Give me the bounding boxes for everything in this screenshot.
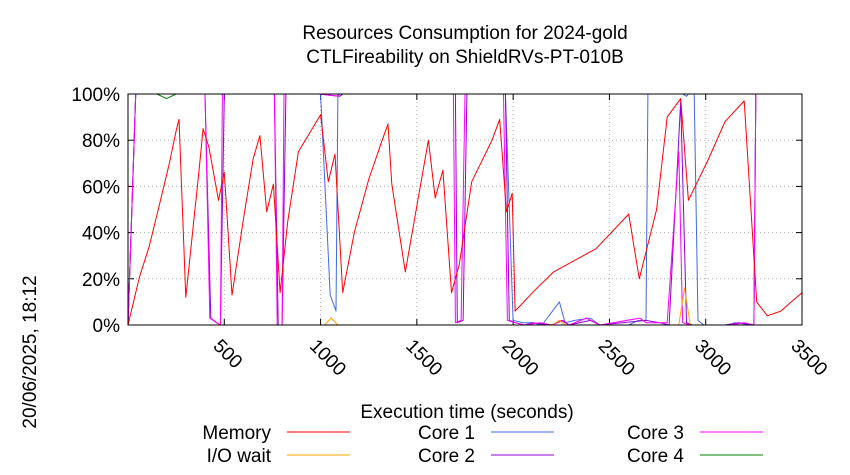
x-axis-ticks: 500 1000 1500 2000 2500 3000 3500 (209, 94, 831, 380)
x-tick-label: 3500 (786, 336, 831, 381)
x-tick-label: 500 (209, 336, 246, 373)
plot-frame (127, 93, 803, 326)
y-tick-label: 40% (82, 224, 120, 245)
legend-label-memory: Memory (202, 423, 271, 444)
series-line-core-2 (127, 93, 802, 326)
legend-label-core-2: Core 2 (418, 446, 475, 467)
x-tick-label: 1500 (401, 336, 446, 381)
y-tick-label: 80% (82, 131, 120, 152)
legend-label-core-4: Core 4 (627, 446, 684, 467)
x-tick-label: 2000 (498, 336, 543, 381)
x-tick-label: 2500 (594, 336, 639, 381)
y-tick-label: 0% (93, 316, 121, 337)
series-lines (127, 93, 803, 326)
y-tick-label: 20% (82, 270, 120, 291)
timestamp-label: 20/06/2025, 18:12 (20, 275, 41, 428)
chart-subtitle: CTLFireability on ShieldRVs-PT-010B (306, 47, 624, 68)
legend-label-i-o-wait: I/O wait (207, 446, 272, 467)
x-tick-label: 3000 (690, 336, 735, 381)
chart-title: Resources Consumption for 2024-gold (302, 23, 627, 44)
series-line-i-o-wait (128, 287, 802, 326)
series-line-memory (127, 98, 803, 326)
legend-label-core-3: Core 3 (627, 423, 684, 444)
x-axis-label: Execution time (seconds) (360, 402, 573, 423)
x-tick-label: 1000 (305, 336, 350, 381)
y-tick-label: 100% (71, 85, 120, 106)
y-axis-ticks: 0% 20% 40% 60% 80% 100% (71, 85, 802, 337)
legend-label-core-1: Core 1 (418, 423, 475, 444)
y-tick-label: 60% (82, 177, 120, 198)
